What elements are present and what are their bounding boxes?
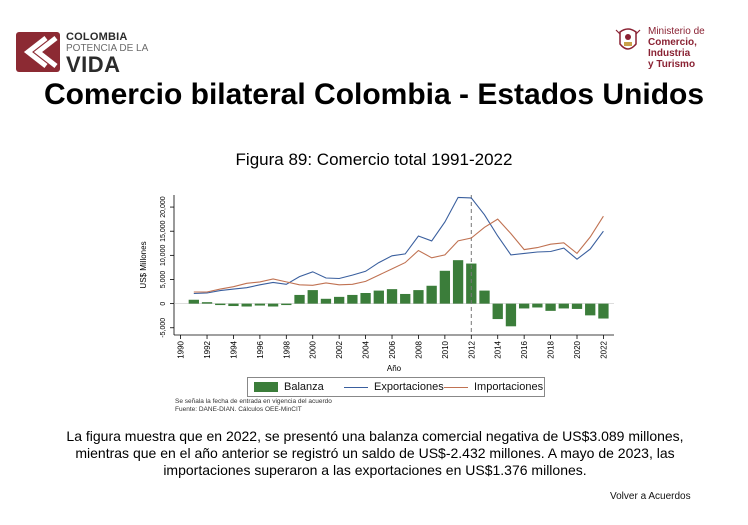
balanza-bar	[505, 303, 517, 327]
balanza-bar	[479, 290, 490, 304]
legend-importaciones-label: Importaciones	[474, 381, 544, 393]
x-tick-label: 2014	[494, 340, 503, 358]
x-tick-label: 1990	[177, 340, 186, 358]
chart-note-1: Se señala la fecha de entrada en vigenci…	[175, 398, 332, 405]
balanza-bar	[492, 303, 503, 320]
chart-legend: Balanza Exportaciones Importaciones	[247, 377, 545, 397]
balanza-bar	[215, 303, 226, 306]
ministry-line3: y Turismo	[648, 59, 696, 70]
balanza-bar	[201, 302, 213, 304]
legend-exportaciones-swatch	[344, 386, 368, 388]
y-tick-label: 5,000	[160, 271, 167, 289]
balanza-bar	[360, 293, 371, 304]
x-tick-label: 2000	[309, 340, 318, 358]
balanza-bar	[426, 285, 437, 304]
x-tick-label: 2012	[467, 340, 476, 358]
legend-exportaciones-label: Exportaciones	[374, 381, 444, 393]
balanza-bar	[558, 303, 569, 309]
balanza-bar	[598, 303, 609, 319]
balanza-bar	[267, 303, 279, 307]
balanza-bar	[320, 298, 332, 304]
importaciones-line	[193, 215, 604, 293]
colombia-mark-icon	[16, 32, 60, 72]
balanza-bar	[386, 289, 398, 304]
ministry-line1: Ministerio de	[648, 26, 705, 37]
ministry-logo: Ministerio de Comercio, Industria y Turi…	[614, 26, 738, 70]
balanza-bar	[439, 270, 451, 304]
x-tick-label: 2016	[520, 340, 529, 358]
legend-balanza: Balanza	[254, 380, 324, 394]
brand-line1: COLOMBIA	[66, 31, 128, 43]
x-tick-label: 1994	[229, 340, 238, 358]
x-tick-label: 2004	[362, 340, 371, 358]
x-tick-label: 2022	[599, 340, 608, 358]
figure-title: Figura 89: Comercio total 1991-2022	[235, 150, 513, 169]
balanza-bar	[452, 260, 464, 304]
chart-notes: Se señala la fecha de entrada en vigenci…	[175, 398, 332, 413]
y-tick-label: 0	[160, 302, 167, 306]
x-tick-label: 2010	[441, 340, 450, 358]
balanza-bar	[571, 303, 583, 309]
trade-chart: -5,000 0 5,000 10,000 15,000 20,000 1990 1992 19…	[139, 195, 614, 373]
x-tick-label: 2006	[388, 340, 397, 358]
ministry-name: Ministerio de Comercio, Industria y Turi…	[648, 26, 738, 70]
balanza-bar	[466, 263, 477, 304]
y-tick-label: -5,000	[160, 318, 167, 338]
brand-line3: VIDA	[66, 52, 121, 77]
balanza-bar	[400, 293, 411, 304]
legend-importaciones-swatch	[444, 386, 468, 388]
balanza-bar	[254, 303, 266, 306]
balanza-bar	[347, 294, 358, 304]
x-tick-label: 2018	[547, 340, 556, 358]
x-tick-label: 2002	[335, 340, 344, 358]
colombia-logo	[16, 30, 146, 74]
y-tick-label: 15,000	[160, 220, 167, 242]
page-title: Comercio bilateral Colombia - Estados Un…	[43, 78, 705, 111]
x-tick-label: 2008	[414, 340, 423, 358]
brand-line2: POTENCIA DE LA	[66, 43, 149, 54]
legend-importaciones: Importaciones	[444, 380, 543, 394]
balanza-bar	[188, 299, 199, 304]
x-tick-label: 2020	[573, 340, 582, 358]
chart-note-source: Fuente: DANE-DIAN. Cálculos OEE-MinCIT	[175, 405, 302, 413]
y-tick-label: 20,000	[160, 196, 167, 218]
coat-of-arms-icon	[615, 28, 641, 50]
balanza-bar	[281, 303, 292, 306]
balanza-bar	[532, 303, 543, 308]
legend-balanza-label: Balanza	[284, 381, 324, 393]
balanza-bar	[373, 290, 384, 304]
balanza-bar	[585, 303, 596, 316]
x-tick-label: 1998	[282, 340, 291, 358]
header: COLOMBIA POTENCIA DE LA VIDA Ministerio …	[0, 0, 748, 80]
exportaciones-line	[193, 196, 604, 295]
balanza-bar	[241, 303, 252, 307]
balanza-bar	[518, 303, 530, 309]
legend-exportaciones: Exportaciones	[344, 380, 444, 394]
summary-paragraph: La figura muestra que en 2022, se presen…	[66, 428, 684, 478]
y-axis-label: US$ Millones	[139, 241, 148, 288]
x-tick-label: 1996	[256, 340, 265, 358]
balanza-bar	[334, 296, 345, 304]
balanza-bar	[307, 290, 318, 304]
x-axis-label: Año	[387, 364, 402, 373]
back-to-agreements-link[interactable]: Volver a Acuerdos	[610, 491, 691, 502]
brand-text: COLOMBIA POTENCIA DE LA VIDA	[66, 32, 148, 76]
balanza-bar	[294, 294, 305, 304]
y-tick-label: 10,000	[160, 245, 167, 267]
ministry-line2: Comercio, Industria	[648, 37, 697, 59]
legend-balanza-swatch	[254, 382, 278, 392]
balanza-bar	[413, 290, 424, 304]
x-tick-label: 1992	[203, 340, 212, 358]
balanza-bar	[228, 303, 239, 307]
balanza-bar	[545, 303, 556, 311]
